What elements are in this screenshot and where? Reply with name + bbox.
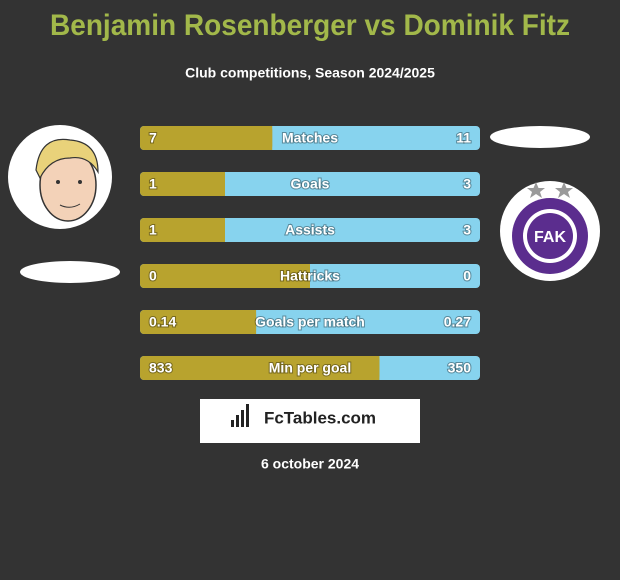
left-bar <box>140 172 225 196</box>
left-bar <box>140 126 273 150</box>
right-value: 350 <box>448 360 472 376</box>
left-bar-edge <box>219 172 225 196</box>
right-value: 3 <box>463 176 471 192</box>
club-logo: FAK <box>500 181 600 281</box>
row-label: Assists <box>285 222 335 238</box>
left-bar <box>140 310 257 334</box>
left-bar-edge <box>373 356 380 380</box>
right-value: 11 <box>456 130 471 146</box>
left-value: 1 <box>149 176 157 192</box>
left-bar <box>140 264 310 288</box>
right-value: 0 <box>463 268 471 284</box>
stat-rows: 7 Matches 111 Goals 31 Assists 30 Hattricks 00.1… <box>140 126 480 380</box>
left-bar-edge <box>250 310 257 334</box>
subtitle: Club competitions, Season 2024/2025 <box>185 65 435 81</box>
left-value: 0 <box>149 268 157 284</box>
left-bar <box>140 356 380 380</box>
row-label: Hattricks <box>280 268 340 284</box>
right-value: 3 <box>463 222 471 238</box>
brand-icon <box>231 404 249 427</box>
left-bar-edge <box>304 264 310 288</box>
row-label: Min per goal <box>269 360 351 376</box>
left-bar-edge <box>266 126 273 150</box>
row-label: Goals <box>291 176 330 192</box>
left-bar-edge <box>219 218 225 242</box>
logo-text: FAK <box>534 229 566 246</box>
left-player-photo <box>8 125 112 229</box>
left-value: 1 <box>149 222 157 238</box>
title: Benjamin Rosenberger vs Dominik Fitz <box>50 9 570 42</box>
row-label: Goals per match <box>255 314 365 330</box>
left-value: 0.14 <box>149 314 176 330</box>
right-placeholder <box>490 126 590 148</box>
brand: FcTables.com <box>264 408 376 427</box>
right-value: 0.27 <box>444 314 471 330</box>
left-bar <box>140 218 225 242</box>
row-label: Matches <box>282 130 338 146</box>
left-value: 7 <box>149 130 157 146</box>
date: 6 october 2024 <box>261 456 359 472</box>
left-value: 833 <box>149 360 173 376</box>
left-placeholder <box>20 261 120 283</box>
